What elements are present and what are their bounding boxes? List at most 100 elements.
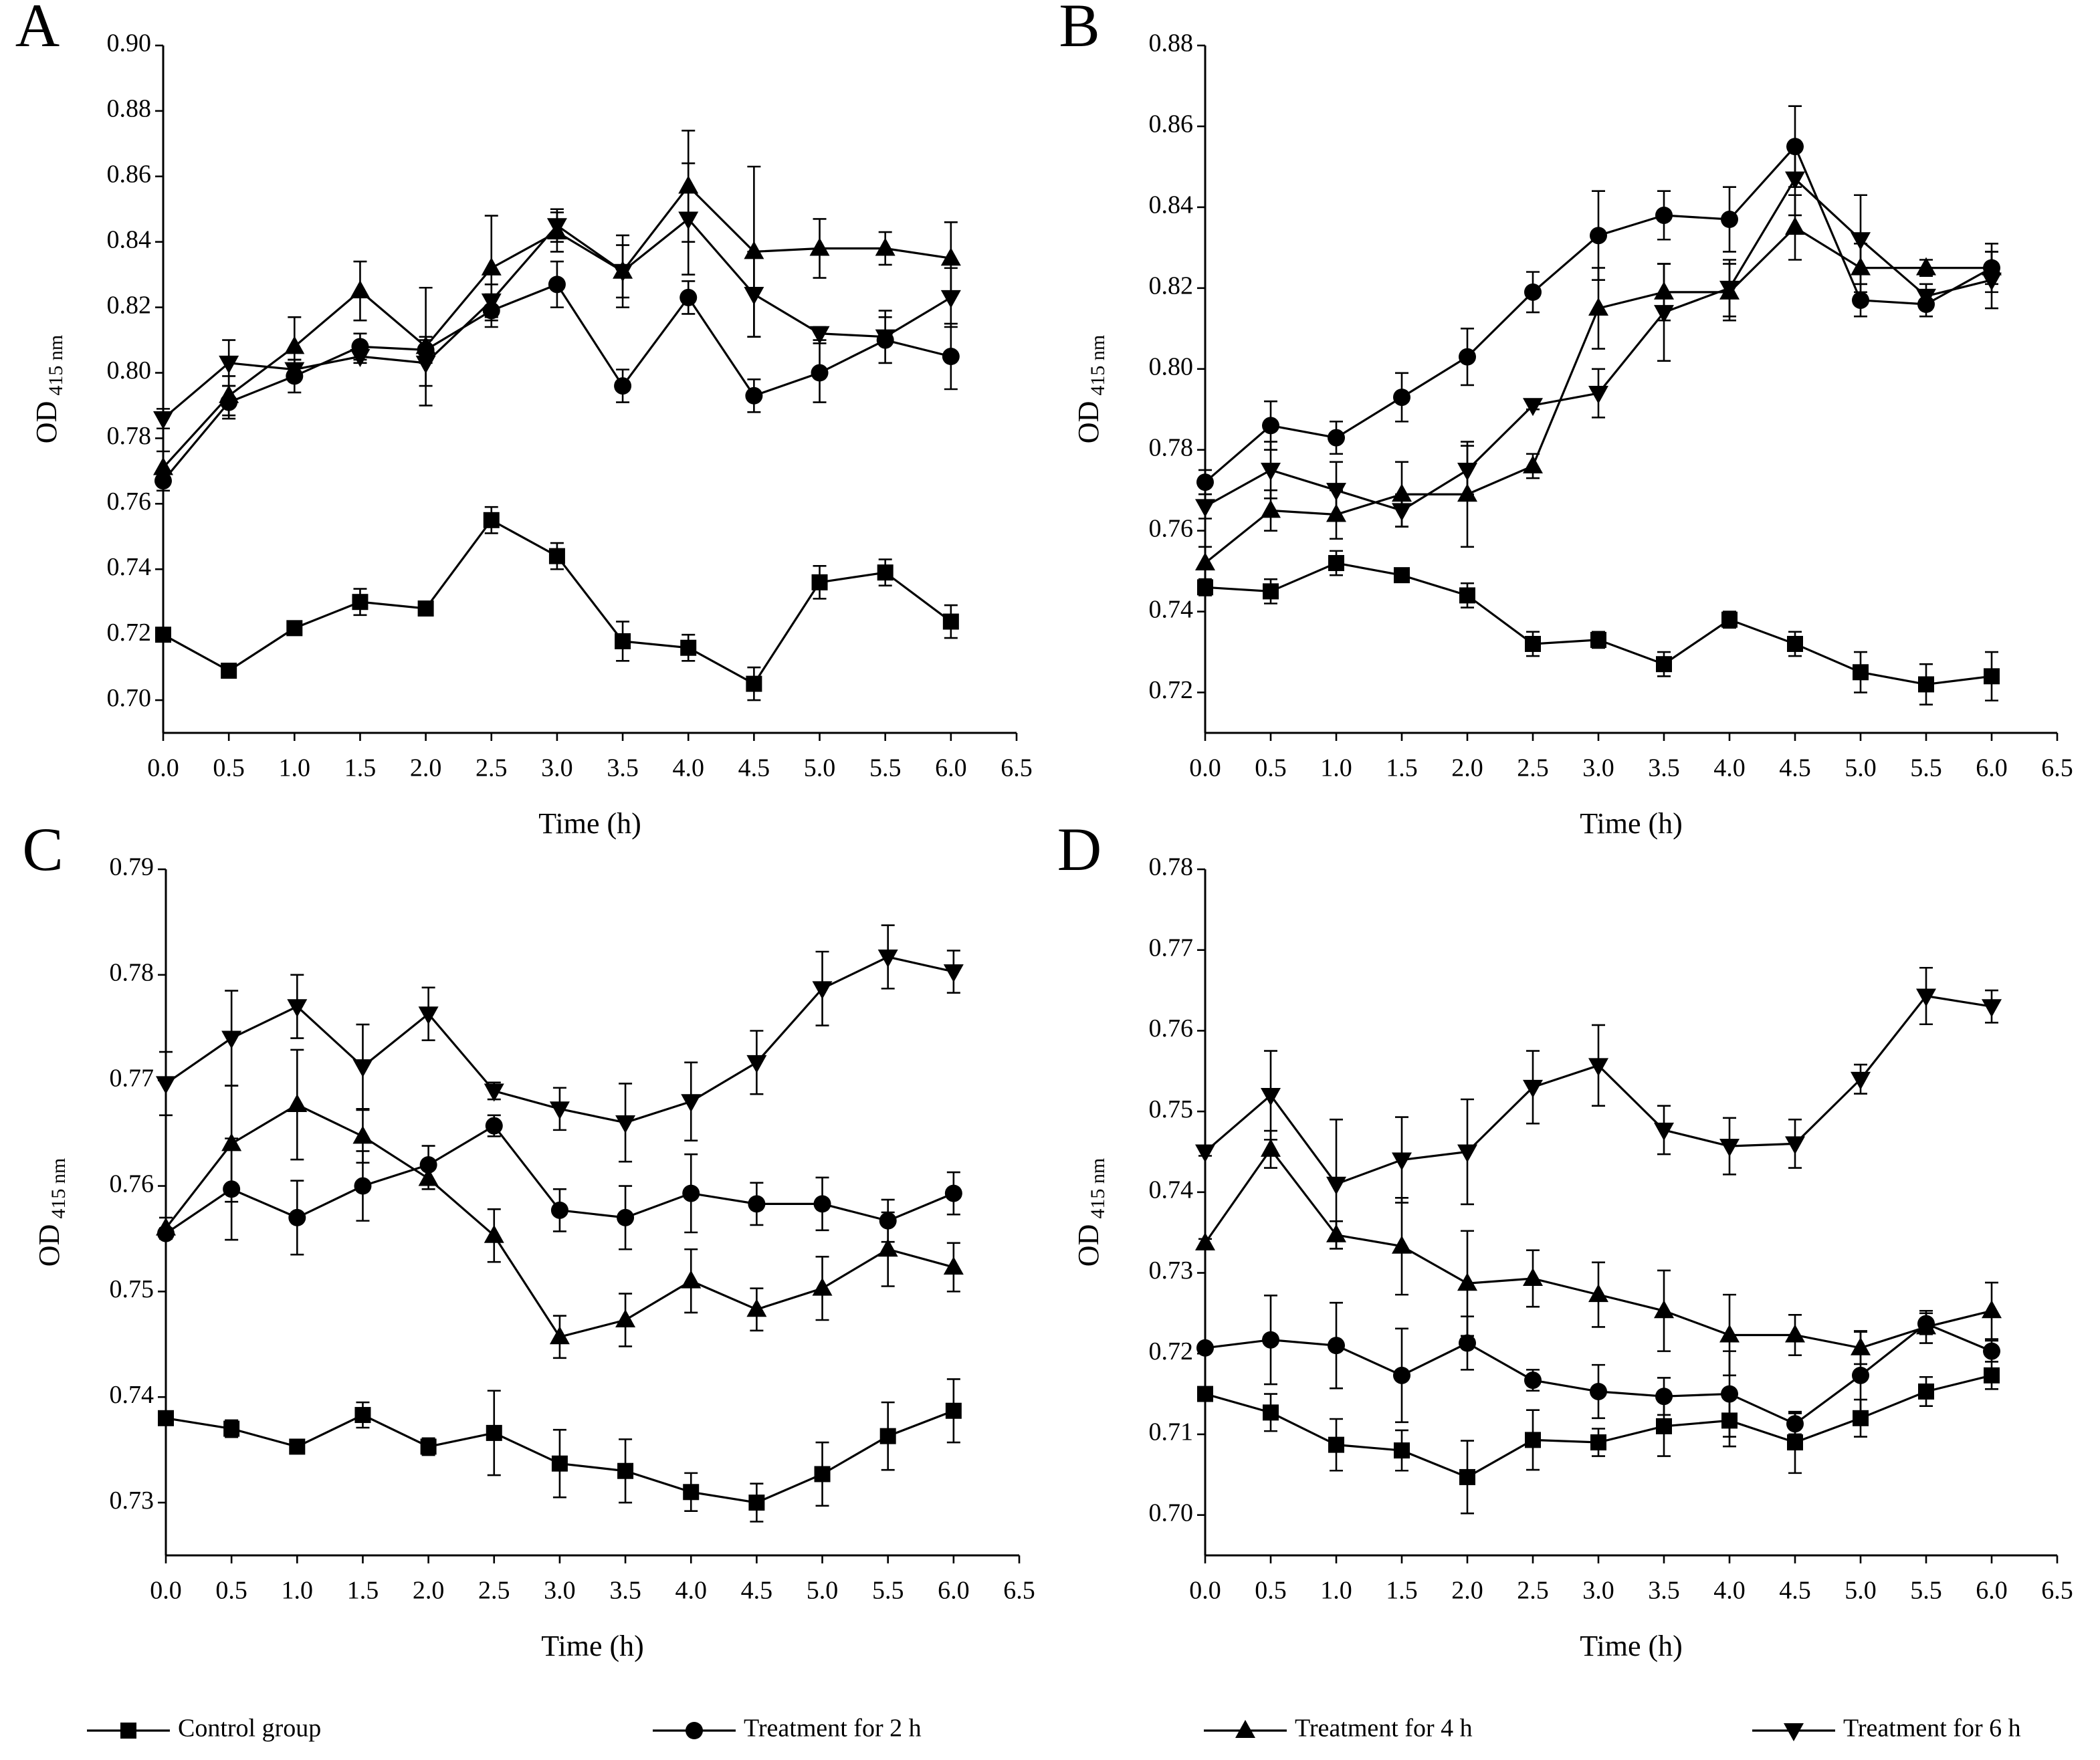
x-tick-label: 3.5 — [1648, 754, 1680, 782]
marker — [1853, 664, 1869, 681]
x-tick-label: 1.5 — [1386, 754, 1418, 782]
x-axis-title: Time (h) — [1580, 1630, 1683, 1662]
marker — [354, 1177, 372, 1195]
marker — [1656, 656, 1672, 673]
x-tick-label: 2.5 — [1517, 1577, 1549, 1605]
x-tick-label: 4.5 — [738, 754, 770, 782]
marker — [289, 1438, 306, 1455]
marker — [1393, 389, 1410, 407]
x-axis-title: Time (h) — [541, 1630, 644, 1662]
y-axis-title: OD 415 nm — [1072, 1158, 1109, 1267]
y-tick-label: 0.75 — [110, 1275, 154, 1303]
series — [1195, 966, 2002, 1250]
x-tick-label: 5.0 — [1845, 754, 1877, 782]
x-tick-label: 1.0 — [1320, 1577, 1352, 1605]
series — [156, 1049, 964, 1359]
x-tick-label: 4.5 — [741, 1577, 773, 1605]
marker — [1197, 579, 1213, 596]
y-axis-title-sub: 415 nm — [1087, 335, 1109, 396]
marker — [746, 675, 762, 692]
marker — [942, 348, 960, 366]
marker — [1654, 1300, 1674, 1319]
x-tick-label: 5.5 — [869, 754, 902, 782]
marker — [223, 1420, 240, 1437]
marker — [1916, 988, 1936, 1007]
x-tick-label: 5.0 — [807, 1577, 839, 1605]
marker — [1394, 1442, 1410, 1459]
marker — [418, 1006, 439, 1025]
marker — [1983, 1342, 2000, 1360]
marker — [484, 1083, 504, 1102]
x-axis-title: Time (h) — [538, 807, 641, 840]
marker — [879, 1428, 896, 1444]
y-axis-title-sub: 415 nm — [45, 335, 67, 396]
marker — [1590, 227, 1607, 245]
marker — [1525, 1432, 1541, 1448]
marker — [548, 548, 565, 564]
y-axis-title-main: OD — [1072, 1224, 1105, 1267]
marker — [1523, 455, 1543, 473]
marker — [1918, 676, 1934, 693]
marker — [481, 293, 502, 312]
marker — [1328, 1436, 1344, 1453]
x-tick-label: 3.5 — [607, 754, 639, 782]
panel-label: A — [15, 0, 60, 60]
marker — [1523, 398, 1543, 417]
marker — [1195, 1232, 1215, 1250]
marker — [284, 362, 305, 380]
marker — [158, 1410, 174, 1426]
y-tick-label: 0.70 — [1149, 1499, 1194, 1527]
series — [158, 1378, 962, 1523]
x-tick-label: 5.5 — [1910, 754, 1942, 782]
marker — [354, 1407, 371, 1424]
marker — [811, 364, 829, 382]
marker — [1261, 1138, 1281, 1157]
x-axis-title: Time (h) — [1580, 807, 1683, 840]
y-tick-label: 0.77 — [110, 1064, 154, 1092]
marker — [686, 1722, 703, 1739]
marker — [1588, 1058, 1608, 1077]
marker — [415, 355, 436, 374]
marker — [420, 1438, 437, 1455]
marker — [1590, 631, 1606, 648]
series — [154, 260, 960, 492]
y-axis-title-main: OD — [33, 1224, 66, 1267]
marker — [417, 600, 434, 617]
marker — [1588, 298, 1608, 316]
marker — [1852, 291, 1869, 309]
marker — [1261, 500, 1281, 518]
y-tick-label: 0.74 — [1149, 595, 1194, 623]
series-line — [162, 283, 952, 482]
marker — [1262, 1331, 1279, 1349]
x-tick-label: 3.5 — [609, 1577, 641, 1605]
y-axis-title-main: OD — [30, 401, 63, 444]
marker — [481, 257, 502, 276]
y-tick-label: 0.90 — [107, 29, 152, 58]
marker — [681, 1270, 702, 1289]
marker — [1719, 1139, 1740, 1158]
marker — [1524, 1371, 1542, 1390]
marker — [1984, 1367, 2000, 1384]
marker — [812, 1277, 833, 1296]
marker — [1235, 1720, 1255, 1738]
x-tick-label: 3.0 — [541, 754, 573, 782]
marker — [1785, 1136, 1805, 1155]
marker — [945, 1402, 962, 1419]
series — [1195, 141, 2002, 528]
marker — [352, 1059, 373, 1078]
x-tick-label: 0.5 — [213, 754, 245, 782]
marker — [875, 329, 896, 348]
marker — [1195, 1144, 1215, 1163]
marker — [550, 1201, 568, 1219]
x-tick-label: 4.5 — [1779, 754, 1811, 782]
marker — [1261, 462, 1281, 481]
y-tick-label: 0.78 — [1149, 433, 1194, 461]
marker — [1459, 1334, 1476, 1352]
marker — [1328, 429, 1345, 447]
marker — [1195, 499, 1215, 518]
x-tick-label: 6.0 — [938, 1577, 970, 1605]
y-axis-title: OD 415 nm — [1072, 335, 1109, 443]
marker — [485, 1117, 503, 1135]
x-tick-label: 2.5 — [478, 1577, 510, 1605]
